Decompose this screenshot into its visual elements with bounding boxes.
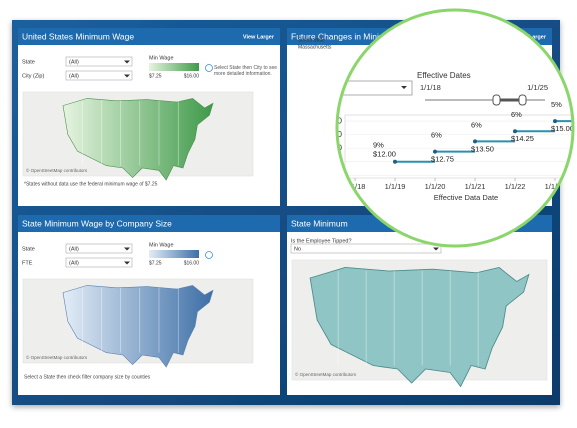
state-dropdown[interactable] [300,80,413,96]
filter-dropdown[interactable] [65,257,133,268]
value-label: $13.50 [471,144,494,153]
slider-title: Effective Dates [417,71,471,80]
us-map [62,285,214,368]
filter-dropdown[interactable] [65,70,133,81]
x-tick-label: 1/1/20 [425,182,446,191]
change-label: 5% [551,100,562,109]
legend-max: $16.00 [184,73,200,79]
magnifier-fill [337,10,573,246]
panel: United States Minimum Wage View Larger Sta… [18,28,280,206]
dropdown-arrow [433,247,439,251]
panel-title: United States Minimum Wage [22,31,134,41]
filter-value: (All) [69,73,79,79]
value-label: $12.75 [431,155,454,164]
y-tick-label: $15.00 [316,115,342,125]
value-label: $15.00 [551,124,574,133]
dropdown-arrow [124,60,130,64]
dropdown-arrow [124,74,130,78]
x-tick-label: 1/1/18 [345,182,366,191]
wage-point [393,159,397,164]
slider-handle[interactable] [492,94,501,106]
change-label: 6% [431,131,442,140]
change-label: 6% [511,110,522,119]
select-value: Massachusetts [298,44,332,50]
map-attribution: © OpenStreetMap contributors [26,354,88,360]
magnifier-content: Effective Dates1/1/181/1/25$11.00$12.00$… [300,71,574,202]
filter-label: FTE [22,260,33,266]
panel-title: Future Changes in Minimum Wage [291,31,422,41]
plot-frame [344,114,573,179]
dropdown-arrow [124,261,130,265]
legend-ramp [149,250,199,258]
change-label: 9% [373,141,384,150]
panel-title: State Minimum Wage by Company Size [22,218,172,228]
panel-header [18,215,280,232]
dropdown-arrow [124,247,130,251]
x-tick-label: 1/1/22 [505,182,526,191]
panel: State Minimum Wage by Company Size State (… [18,215,280,395]
filter-value: (All) [69,246,79,252]
slider-max: 1/1/25 [527,83,548,92]
wage-point [433,149,437,154]
info-icon[interactable] [205,64,213,72]
dropdown-arrow [401,86,407,89]
filter-label: Is the Employee Tipped? [291,238,352,244]
legend-title: Min Wage [149,55,174,61]
panel-title: State Minimum [291,218,348,228]
filter-dropdown[interactable] [65,56,133,67]
legend-title: Min Wage [149,242,174,248]
map-attribution: © OpenStreetMap contributors [26,167,88,173]
panel-note: Select a State then check filter company… [24,374,151,380]
map-attribution: © OpenStreetMap contributors [295,371,357,377]
filter-value: No [294,246,301,252]
slider-min: 1/1/18 [420,83,441,92]
us-map [62,98,214,181]
slider-handle[interactable] [518,94,527,106]
legend-ramp [149,63,199,71]
legend-min: $7.25 [149,73,162,79]
filter-dropdown[interactable] [65,243,133,254]
y-tick-label: $14.00 [316,129,342,139]
value-label: $14.25 [511,134,534,143]
change-label: 6% [471,120,482,129]
filter-value: (All) [69,260,79,266]
us-map [309,267,530,388]
filter-label: State [22,59,35,65]
wage-point [473,139,477,144]
x-tick-label: 1/1/23 [545,182,566,191]
magnifier-rim [335,8,575,248]
info-icon[interactable] [205,251,213,259]
value-label: $12.00 [373,150,396,159]
filter-dropdown[interactable] [290,243,442,254]
x-tick-label: 1/1/21 [465,182,486,191]
hint-text: Select State then City to see more detail… [214,65,277,77]
wage-point [553,119,557,124]
filter-label: State [22,246,35,252]
filter-label: City (Zip) [22,73,44,79]
panel-header [18,28,280,45]
legend-min: $7.25 [149,260,162,266]
filter-value: (All) [69,59,79,65]
view-larger-link[interactable]: View Larger [243,34,275,40]
legend-max: $16.00 [184,260,200,266]
select-label: Select State [298,37,325,43]
wage-point [513,129,517,134]
x-axis-label: Effective Data Date [434,193,498,202]
x-tick-label: 1/1/19 [385,182,406,191]
panel-note: *States without data use the federal min… [24,181,158,187]
